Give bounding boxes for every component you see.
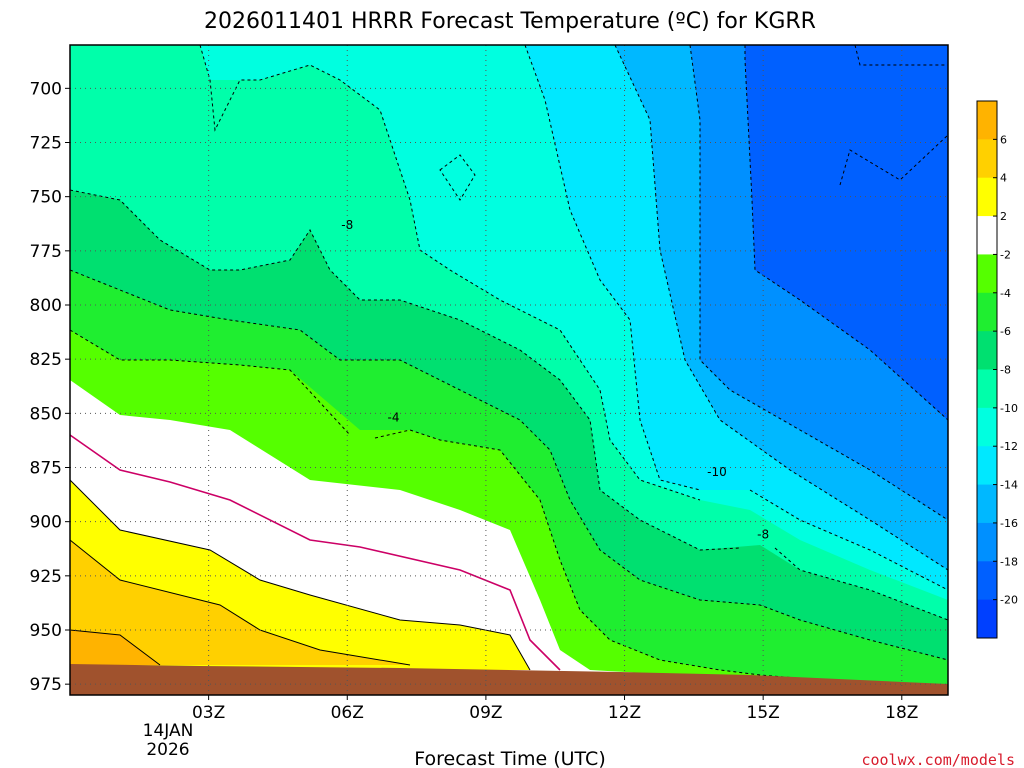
y-tick-label: 925 bbox=[30, 567, 62, 587]
y-tick-label: 800 bbox=[30, 296, 62, 316]
y-tick-label: 725 bbox=[30, 134, 62, 154]
y-tick-label: 850 bbox=[30, 404, 62, 424]
y-tick-label: 825 bbox=[30, 350, 62, 370]
x-date-line-1: 14JAN bbox=[143, 721, 194, 741]
contour-labels: -8 -4 -10 -8 bbox=[341, 218, 769, 542]
contour-label: -4 bbox=[387, 411, 399, 425]
colorbar-swatch bbox=[977, 407, 997, 447]
contour-label: -10 bbox=[707, 465, 727, 479]
contour-label: -8 bbox=[341, 218, 353, 232]
colorbar-label: -20 bbox=[1000, 594, 1018, 607]
y-tick-label: 775 bbox=[30, 242, 62, 262]
x-tick-label: 18Z bbox=[885, 703, 918, 723]
colorbar-label: -4 bbox=[1000, 287, 1011, 300]
band-plus-6 bbox=[70, 630, 160, 665]
colorbar-swatch bbox=[977, 522, 997, 562]
credit-text: coolwx.com/models bbox=[861, 751, 1015, 768]
contour-minus-20 bbox=[839, 134, 949, 186]
contour-minus-20b bbox=[854, 44, 948, 66]
colorbar-swatch bbox=[977, 561, 997, 601]
plot-frame bbox=[69, 44, 949, 696]
colorbar-swatch bbox=[977, 177, 997, 217]
colorbar-label: 2 bbox=[1000, 210, 1007, 223]
contour-plus-6 bbox=[69, 629, 161, 666]
y-tick-label: 750 bbox=[30, 188, 62, 208]
terrain bbox=[70, 664, 948, 695]
colorbar-swatch bbox=[977, 292, 997, 332]
colorbar-swatch bbox=[977, 484, 997, 524]
colorbar-label: -16 bbox=[1000, 517, 1018, 530]
colorbar-swatch bbox=[977, 599, 997, 639]
x-date-line-2: 2026 bbox=[146, 740, 189, 760]
colorbar-label: -18 bbox=[1000, 555, 1018, 568]
plot-area: -8 -4 -10 -8 bbox=[69, 44, 949, 696]
y-tick-label: 875 bbox=[30, 459, 62, 479]
colorbar-label: -6 bbox=[1000, 325, 1011, 338]
contour-minus-14 bbox=[614, 44, 949, 571]
contour-minus-6 bbox=[69, 269, 949, 661]
contour-plus-4 bbox=[69, 539, 411, 666]
solid-contours bbox=[69, 479, 531, 671]
colorbar-swatch bbox=[977, 216, 997, 255]
y-tick-label: 950 bbox=[30, 621, 62, 641]
x-axis-ticks: 03Z 06Z 09Z 12Z 15Z 18Z bbox=[192, 695, 918, 723]
colorbar-label: -2 bbox=[1000, 248, 1011, 261]
y-tick-label: 975 bbox=[30, 675, 62, 695]
contour-minus-8 bbox=[69, 189, 741, 551]
x-tick-label: 06Z bbox=[331, 703, 364, 723]
colorbar-label: -14 bbox=[1000, 479, 1018, 492]
colorbar-swatch bbox=[977, 331, 997, 370]
contour-label: -8 bbox=[757, 528, 769, 542]
x-axis-label: Forecast Time (UTC) bbox=[414, 748, 605, 768]
colorbar-label: 4 bbox=[1000, 172, 1007, 185]
colorbar-swatch bbox=[977, 369, 997, 409]
colorbar-swatch bbox=[977, 139, 997, 179]
colorbar-swatch bbox=[977, 254, 997, 294]
chart-title: 2026011401 HRRR Forecast Temperature (ºC… bbox=[204, 9, 816, 34]
y-tick-label: 700 bbox=[30, 79, 62, 99]
contour-minus-18 bbox=[744, 45, 949, 421]
colorbar-label: -12 bbox=[1000, 440, 1018, 453]
y-axis-ticks: 700 725 750 775 800 825 850 875 900 925 950 975 bbox=[30, 79, 70, 695]
freezing-line bbox=[69, 434, 561, 671]
contour-minus-10-island bbox=[439, 154, 476, 201]
contour-plus-2 bbox=[69, 479, 531, 671]
contour-minus-4b bbox=[374, 429, 949, 686]
colorbar-label: -10 bbox=[1000, 402, 1018, 415]
x-tick-label: 03Z bbox=[192, 703, 225, 723]
colorbar: 6 4 2 -2 -4 -6 -8 -10 -12 -14 -16 -18 -20 bbox=[976, 100, 1018, 639]
contour-minus-12b bbox=[749, 489, 949, 591]
contour-minus-4 bbox=[69, 329, 351, 436]
x-tick-label: 12Z bbox=[608, 703, 641, 723]
dashed-contours bbox=[69, 44, 949, 686]
colorbar-swatch bbox=[977, 101, 997, 140]
contour-minus-12 bbox=[524, 44, 701, 491]
x-tick-label: 09Z bbox=[469, 703, 502, 723]
colorbar-label: 6 bbox=[1000, 133, 1007, 146]
colorbar-swatch bbox=[977, 446, 997, 486]
colorbar-label: -8 bbox=[1000, 364, 1011, 377]
band-plus-4 bbox=[70, 540, 410, 665]
y-tick-label: 900 bbox=[30, 513, 62, 533]
x-tick-label: 15Z bbox=[747, 703, 780, 723]
grid-lines bbox=[70, 45, 948, 695]
